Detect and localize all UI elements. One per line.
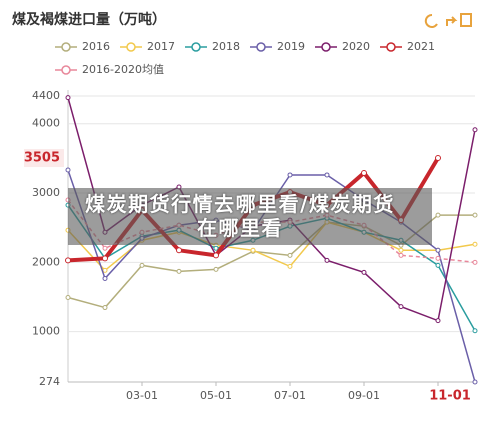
point — [472, 379, 478, 385]
y-tick-label: 1000 — [32, 325, 60, 338]
y-tick-label: 4000 — [32, 117, 60, 130]
highlight-y-tick-label: 3505 — [24, 151, 60, 166]
point — [435, 247, 441, 253]
x-tick-label: 09-01 — [348, 389, 380, 402]
point — [102, 275, 108, 281]
point — [398, 252, 404, 258]
x-tick-label: 03-01 — [126, 389, 158, 402]
toolbar-icons[interactable] — [424, 13, 472, 28]
legend-marker — [61, 65, 71, 75]
point — [435, 212, 441, 218]
x-tick-label: 11-01 — [429, 389, 471, 404]
legend-label: 2018 — [212, 40, 240, 53]
point — [176, 247, 182, 254]
legend-label: 2017 — [147, 40, 175, 53]
y-tick-label: 2000 — [32, 255, 60, 268]
legend-label: 2019 — [277, 40, 305, 53]
point — [102, 267, 108, 273]
point — [102, 245, 108, 251]
overlay-band — [68, 188, 432, 245]
point — [361, 169, 367, 176]
legend-item: 2021 — [380, 40, 435, 53]
legend-marker — [256, 42, 266, 52]
legend-item: 2017 — [120, 40, 175, 53]
point — [65, 167, 71, 173]
legend-item: 2016 — [55, 40, 110, 53]
point — [472, 212, 478, 218]
legend-item: 2019 — [250, 40, 305, 53]
legend-label: 2016 — [82, 40, 110, 53]
point — [139, 262, 145, 268]
point — [176, 268, 182, 274]
chart-title: 煤及褐煤进口量（万吨） — [12, 11, 166, 28]
legend-marker — [321, 42, 331, 52]
highlight-tick-bg — [24, 149, 64, 168]
y-tick-label: 274 — [39, 375, 60, 388]
point — [435, 318, 441, 324]
legend-marker — [126, 42, 136, 52]
legend-marker — [386, 42, 396, 52]
point — [102, 305, 108, 311]
point — [213, 266, 219, 272]
point — [287, 172, 293, 178]
point — [435, 255, 441, 261]
legend-item: 2016-2020均值 — [55, 63, 164, 76]
y-tick-label: 3000 — [32, 186, 60, 199]
point — [102, 255, 108, 262]
point — [250, 247, 256, 253]
point — [472, 328, 478, 334]
point — [472, 259, 478, 265]
legend-label: 2020 — [342, 40, 370, 53]
point — [213, 245, 219, 251]
point — [324, 172, 330, 178]
y-tick-label: 4400 — [32, 89, 60, 102]
point — [65, 95, 71, 101]
point — [361, 269, 367, 275]
legend-marker — [61, 42, 71, 52]
x-tick-label: 05-01 — [200, 389, 232, 402]
legend-label: 2021 — [407, 40, 435, 53]
legend-marker — [191, 42, 201, 52]
x-tick-label: 07-01 — [274, 389, 306, 402]
point — [324, 257, 330, 263]
legend-item: 2020 — [315, 40, 370, 53]
point — [398, 304, 404, 310]
point — [65, 257, 71, 264]
point — [213, 252, 219, 259]
legend-item: 2018 — [185, 40, 240, 53]
point — [435, 262, 441, 268]
point — [65, 295, 71, 301]
overlay-text: 煤炭期货行情去哪里看/煤炭期货在哪里看 — [85, 192, 395, 240]
point — [398, 247, 404, 253]
legend-label: 2016-2020均值 — [82, 63, 164, 76]
point — [472, 127, 478, 133]
point — [472, 241, 478, 247]
point — [287, 263, 293, 269]
point — [435, 155, 441, 162]
point — [287, 252, 293, 258]
